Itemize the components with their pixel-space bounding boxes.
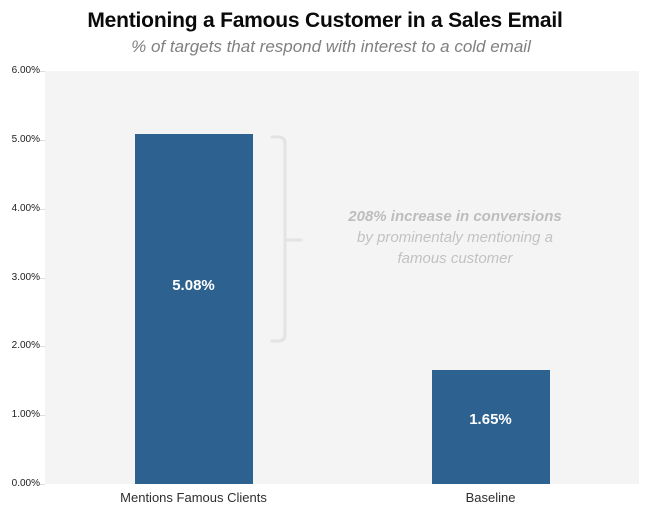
y-axis-tick-mark bbox=[40, 346, 45, 348]
y-axis-tick-mark bbox=[40, 484, 45, 485]
y-axis-tick-mark bbox=[40, 139, 45, 141]
y-axis-tick-mark bbox=[40, 277, 45, 279]
y-axis-tick-label: 2.00% bbox=[11, 340, 40, 352]
y-axis-tick-label: 5.00% bbox=[11, 133, 40, 145]
y-axis-tick-label: 6.00% bbox=[11, 65, 40, 76]
y-axis-tick-mark bbox=[40, 208, 45, 210]
bar-mentions-famous-clients: 5.08% bbox=[134, 134, 253, 484]
y-axis-tick-mark bbox=[40, 71, 45, 72]
y-axis-tick-label: 4.00% bbox=[11, 202, 40, 214]
y-axis-tick-label: 0.00% bbox=[11, 478, 40, 489]
bar-value-label: 1.65% bbox=[469, 411, 512, 429]
annotation-line-1: 208% increase in conversions bbox=[348, 208, 562, 225]
annotation-text: 208% increase in conversions by prominen… bbox=[335, 206, 575, 269]
brace-curve bbox=[270, 135, 287, 343]
bar-value-label: 5.08% bbox=[172, 276, 215, 294]
y-axis-tick-label: 3.00% bbox=[11, 271, 40, 283]
x-axis-category-label: Mentions Famous Clients bbox=[120, 490, 267, 505]
y-axis-tick-mark bbox=[40, 415, 45, 417]
difference-brace-icon bbox=[270, 135, 303, 343]
annotation-line-2: by prominentaly mentioning a bbox=[357, 229, 553, 246]
annotation-line-3: famous customer bbox=[397, 250, 513, 267]
y-axis-tick-label: 1.00% bbox=[11, 409, 40, 421]
bar-baseline: 1.65% bbox=[431, 370, 550, 484]
chart-title: Mentioning a Famous Customer in a Sales … bbox=[87, 9, 563, 32]
x-axis-category-label: Baseline bbox=[465, 490, 516, 505]
chart-subtitle: % of targets that respond with interest … bbox=[131, 37, 531, 56]
